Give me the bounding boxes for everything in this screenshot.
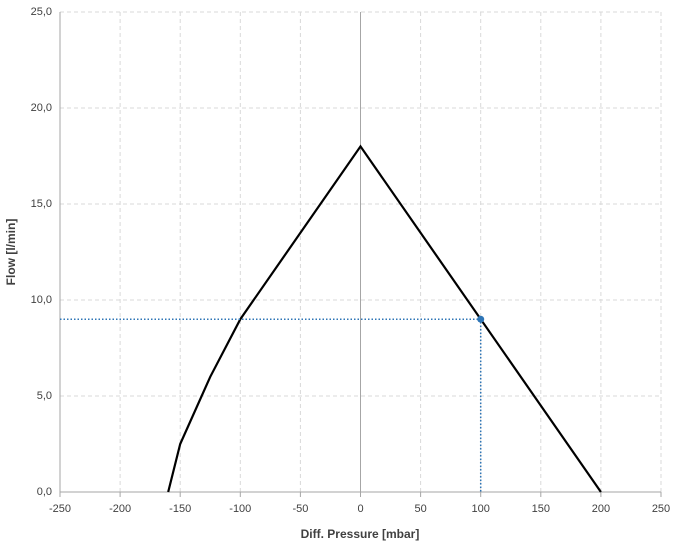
x-tick-label: -100 [229, 503, 251, 515]
y-tick-label: 5,0 [37, 390, 52, 402]
x-tick-label: -150 [169, 503, 191, 515]
x-tick-label: -250 [49, 503, 71, 515]
x-tick-label: -50 [292, 503, 308, 515]
x-tick-label: 100 [472, 503, 490, 515]
x-tick-label: 150 [532, 503, 550, 515]
y-tick-label: 0,0 [37, 486, 52, 498]
y-tick-label: 25,0 [31, 6, 52, 18]
x-tick-label: 0 [357, 503, 363, 515]
y-tick-label: 15,0 [31, 198, 52, 210]
point-marker [477, 315, 485, 323]
x-tick-label: -200 [109, 503, 131, 515]
y-tick-label: 10,0 [31, 294, 52, 306]
y-tick-label: 20,0 [31, 102, 52, 114]
flow-line [167, 144, 602, 493]
x-tick-label: 250 [652, 503, 670, 515]
x-axis-title: Diff. Pressure [mbar] [301, 527, 420, 541]
x-tick-label: 50 [414, 503, 426, 515]
reference-line [60, 318, 482, 492]
x-tick-label: 200 [592, 503, 610, 515]
y-axis-title: Flow [l/min] [4, 219, 18, 286]
